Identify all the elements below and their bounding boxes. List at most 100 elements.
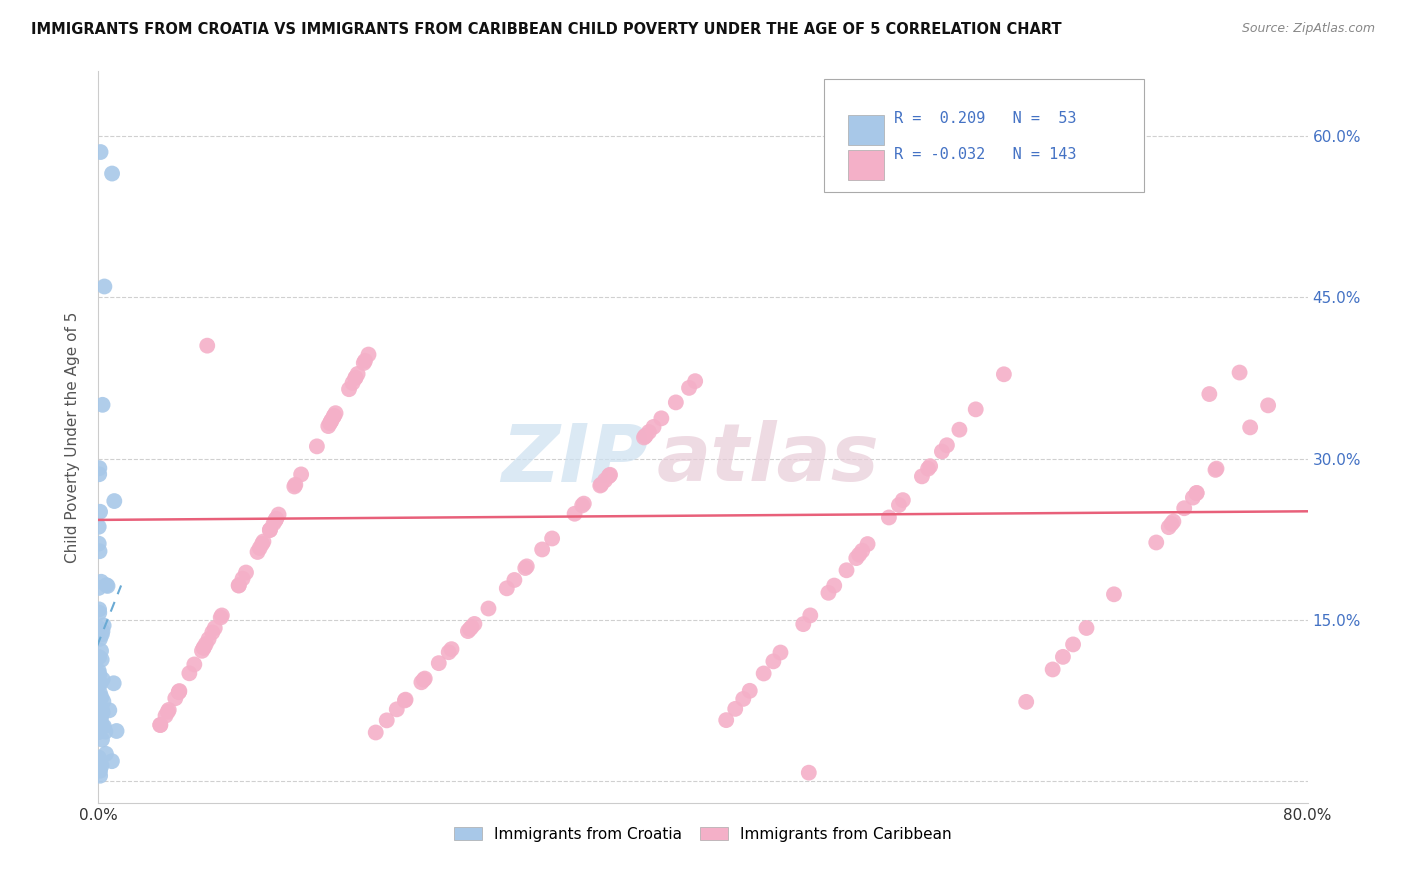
Point	[337, 382, 360, 396]
Point	[797, 765, 820, 780]
Point	[851, 543, 873, 558]
Point	[319, 417, 342, 431]
Point	[342, 376, 364, 390]
Point	[93, 279, 115, 293]
Point	[87, 536, 110, 550]
Point	[887, 498, 910, 512]
Point	[752, 666, 775, 681]
Point	[93, 694, 115, 708]
Point	[364, 725, 387, 739]
Point	[96, 578, 118, 592]
Point	[193, 640, 215, 655]
Point	[325, 406, 347, 420]
Point	[211, 608, 233, 623]
Point	[589, 478, 612, 492]
Point	[90, 627, 112, 641]
Point	[1257, 398, 1279, 412]
Point	[948, 423, 970, 437]
Point	[91, 398, 114, 412]
Point	[193, 640, 215, 655]
Point	[716, 713, 738, 727]
Point	[183, 657, 205, 672]
Point	[103, 676, 125, 690]
Point	[1229, 366, 1251, 380]
Point	[572, 497, 595, 511]
Point	[228, 578, 250, 592]
Point	[593, 473, 616, 487]
Point	[305, 439, 328, 453]
Point	[191, 644, 214, 658]
Point	[917, 461, 939, 475]
Point	[437, 645, 460, 659]
Point	[353, 356, 375, 370]
Point	[105, 723, 128, 738]
Point	[201, 625, 224, 640]
Point	[91, 732, 114, 747]
Point	[90, 758, 112, 772]
Point	[344, 371, 367, 385]
Point	[91, 624, 114, 639]
Point	[344, 371, 367, 385]
Point	[891, 493, 914, 508]
Point	[264, 513, 287, 527]
Point	[1157, 520, 1180, 534]
Point	[90, 574, 112, 589]
Point	[167, 684, 190, 698]
Point	[1102, 587, 1125, 601]
Point	[1239, 420, 1261, 434]
Point	[1198, 387, 1220, 401]
Point	[515, 561, 537, 575]
Point	[157, 703, 180, 717]
Y-axis label: Child Poverty Under the Age of 5: Child Poverty Under the Age of 5	[65, 311, 80, 563]
Point	[591, 477, 613, 491]
Point	[634, 429, 657, 443]
Point	[87, 602, 110, 616]
Point	[1185, 486, 1208, 500]
Point	[149, 718, 172, 732]
Point	[354, 354, 377, 368]
Point	[87, 664, 110, 678]
Point	[155, 708, 177, 723]
Point	[89, 676, 111, 690]
Point	[90, 653, 112, 667]
Point	[89, 686, 111, 700]
Point	[817, 586, 839, 600]
Point	[259, 523, 281, 537]
Point	[385, 702, 408, 716]
Point	[460, 620, 482, 634]
Point	[477, 601, 499, 615]
Point	[252, 534, 274, 549]
Point	[571, 499, 593, 513]
Point	[235, 566, 257, 580]
Point	[249, 541, 271, 555]
Point	[259, 523, 281, 537]
Point	[246, 545, 269, 559]
Point	[375, 714, 398, 728]
Point	[598, 468, 620, 483]
Point	[738, 683, 761, 698]
Point	[935, 438, 957, 452]
Point	[91, 719, 114, 733]
Point	[264, 514, 287, 528]
Point	[1173, 501, 1195, 516]
Point	[531, 542, 554, 557]
Point	[89, 769, 111, 783]
Point	[87, 621, 110, 635]
Point	[321, 413, 343, 427]
Point	[91, 673, 114, 687]
Point	[90, 701, 112, 715]
Point	[93, 618, 115, 632]
Point	[165, 691, 187, 706]
Point	[638, 425, 661, 439]
Point	[169, 684, 191, 698]
Point	[1062, 637, 1084, 651]
Point	[1144, 535, 1167, 549]
Point	[931, 444, 953, 458]
Point	[89, 467, 111, 482]
Point	[411, 675, 433, 690]
Point	[89, 632, 111, 646]
Point	[665, 395, 688, 409]
Point	[94, 747, 117, 761]
Point	[799, 608, 821, 623]
Point	[733, 692, 755, 706]
